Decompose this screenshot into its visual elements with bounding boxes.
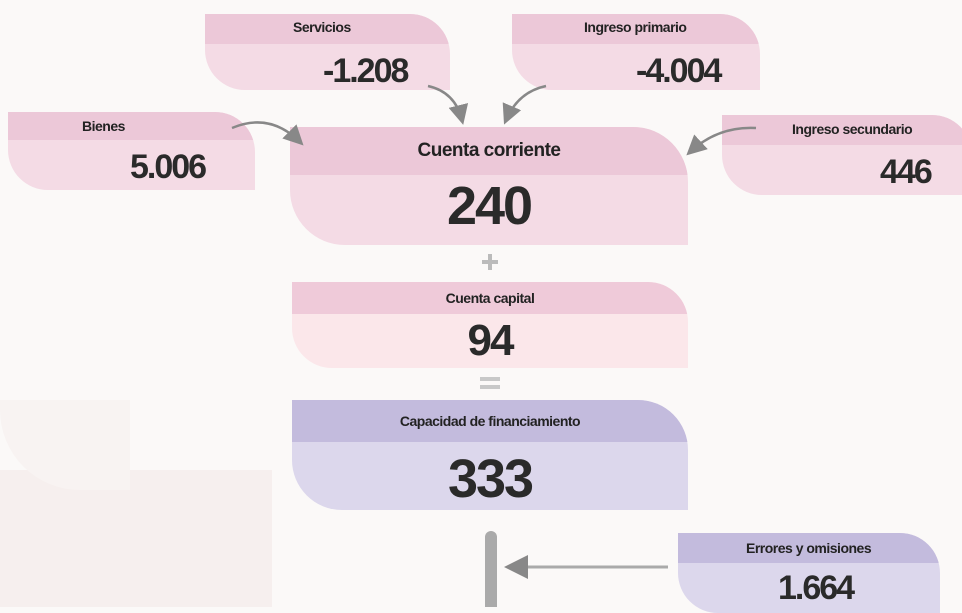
node-servicios: Servicios -1.208	[205, 14, 450, 90]
node-capacidad: Capacidad de financiamiento 333	[292, 400, 688, 510]
equals-sign	[480, 385, 500, 389]
flow-bar	[485, 531, 497, 607]
node-header: Cuenta capital	[292, 282, 688, 314]
node-header: Errores y omisiones	[678, 533, 940, 563]
arrow	[231, 121, 304, 146]
arrow	[502, 84, 547, 125]
node-bienes: Bienes 5.006	[8, 112, 255, 190]
node-value: 5.006	[130, 148, 207, 186]
arrow	[427, 84, 469, 125]
node-value: 333	[447, 449, 534, 509]
node-value: 94	[467, 316, 515, 365]
node-value: -4.004	[636, 52, 722, 90]
node-header: Ingreso primario	[512, 14, 760, 44]
node-value: -1.208	[323, 52, 409, 90]
node-header: Cuenta corriente	[290, 127, 688, 175]
node-cuenta-capital: Cuenta capital 94	[292, 282, 688, 368]
node-value: 446	[880, 153, 933, 191]
node-value: 1.664	[778, 569, 855, 607]
equals-sign	[480, 377, 500, 381]
node-header: Ingreso secundario	[722, 115, 962, 145]
node-header: Bienes	[8, 112, 255, 140]
bg-shape	[0, 470, 272, 607]
node-ingreso-primario: Ingreso primario -4.004	[512, 14, 760, 90]
plus-sign	[488, 254, 492, 270]
node-ingreso-secundario: Ingreso secundario 446	[722, 115, 962, 195]
node-errores: Errores y omisiones 1.664	[678, 533, 940, 613]
node-header: Servicios	[205, 14, 450, 44]
node-value: 240	[446, 176, 533, 236]
arrow	[686, 126, 757, 156]
node-header: Capacidad de financiamiento	[292, 400, 688, 442]
node-cuenta-corriente: Cuenta corriente 240	[290, 127, 688, 245]
